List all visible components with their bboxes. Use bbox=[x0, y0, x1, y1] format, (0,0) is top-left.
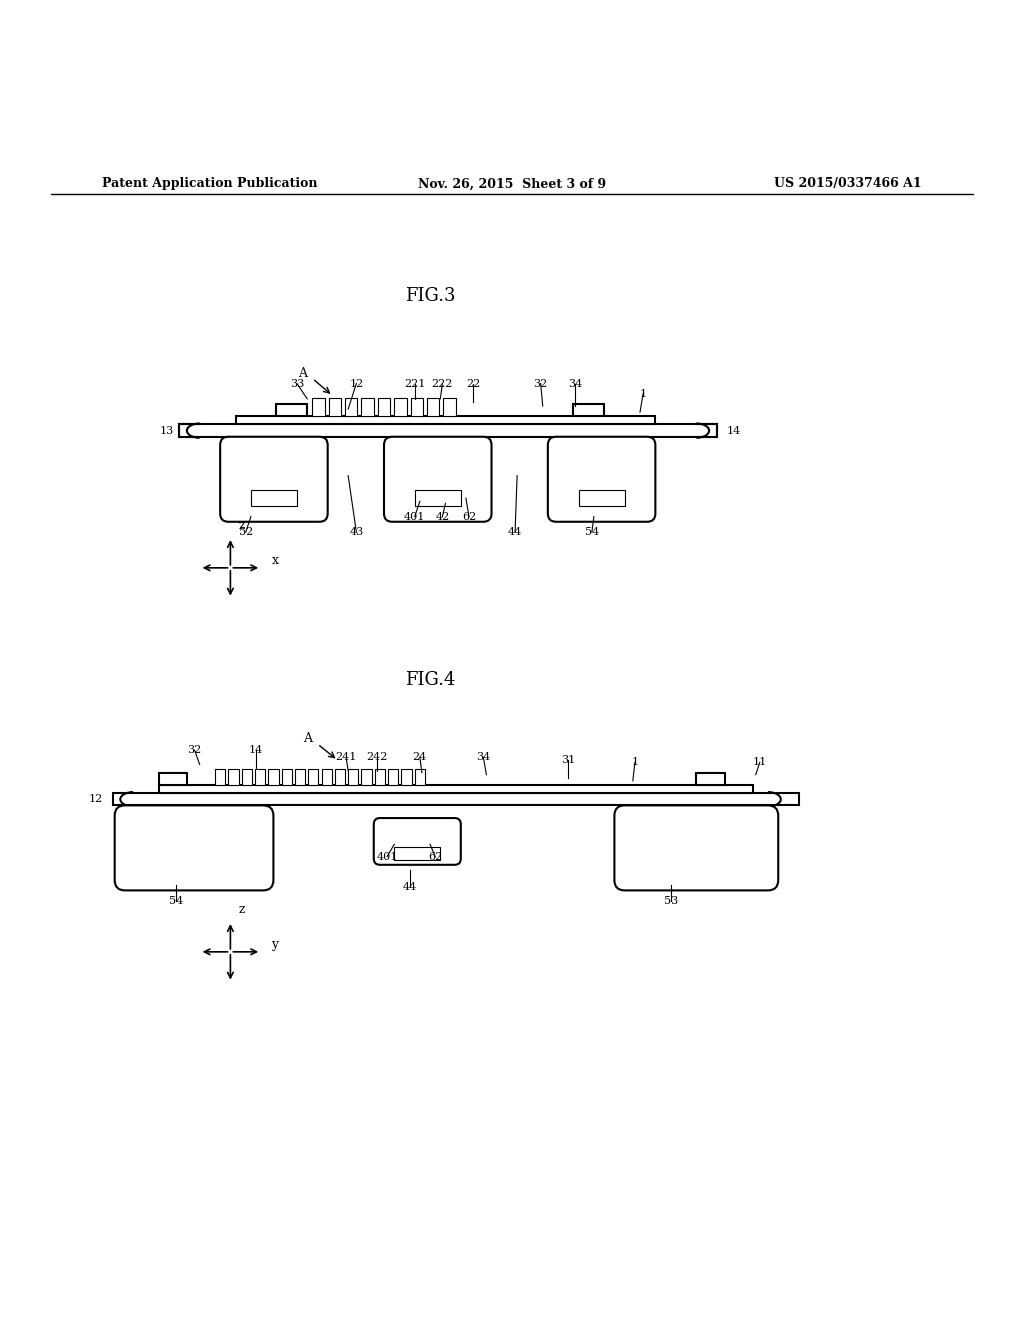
Text: 32: 32 bbox=[187, 744, 202, 755]
FancyBboxPatch shape bbox=[548, 437, 655, 521]
Bar bbox=[348, 768, 358, 785]
Text: 12: 12 bbox=[88, 795, 102, 804]
Bar bbox=[179, 425, 717, 437]
Bar bbox=[411, 397, 423, 416]
Text: 32: 32 bbox=[534, 379, 548, 388]
Text: FIG.3: FIG.3 bbox=[404, 288, 456, 305]
Text: 241: 241 bbox=[336, 752, 356, 762]
Text: 22: 22 bbox=[466, 379, 480, 388]
Bar bbox=[322, 768, 332, 785]
Bar bbox=[159, 772, 187, 785]
Bar bbox=[335, 768, 345, 785]
Text: 24: 24 bbox=[413, 752, 427, 762]
FancyBboxPatch shape bbox=[374, 818, 461, 865]
Bar bbox=[159, 785, 753, 793]
Bar bbox=[579, 490, 625, 507]
Text: 43: 43 bbox=[349, 527, 364, 537]
Bar bbox=[251, 490, 297, 507]
Bar bbox=[696, 772, 725, 785]
Bar bbox=[276, 404, 307, 416]
Bar bbox=[329, 397, 341, 416]
Bar bbox=[415, 490, 461, 507]
Text: Nov. 26, 2015  Sheet 3 of 9: Nov. 26, 2015 Sheet 3 of 9 bbox=[418, 177, 606, 190]
Bar bbox=[242, 768, 252, 785]
Bar bbox=[255, 768, 265, 785]
Bar bbox=[282, 768, 292, 785]
FancyBboxPatch shape bbox=[220, 437, 328, 521]
FancyBboxPatch shape bbox=[115, 805, 273, 891]
Text: 12: 12 bbox=[349, 379, 364, 388]
Bar bbox=[401, 768, 412, 785]
Bar bbox=[388, 768, 398, 785]
Text: 33: 33 bbox=[290, 379, 304, 388]
Bar bbox=[443, 397, 456, 416]
Bar bbox=[361, 768, 372, 785]
Text: 14: 14 bbox=[727, 425, 741, 436]
Text: 52: 52 bbox=[239, 527, 253, 537]
FancyBboxPatch shape bbox=[384, 437, 492, 521]
Text: 221: 221 bbox=[404, 379, 425, 388]
Text: A: A bbox=[303, 733, 311, 746]
Text: 222: 222 bbox=[432, 379, 453, 388]
Text: 53: 53 bbox=[664, 896, 678, 906]
Bar bbox=[113, 793, 799, 805]
Bar bbox=[295, 768, 305, 785]
Text: 44: 44 bbox=[402, 882, 417, 892]
Text: 44: 44 bbox=[508, 527, 522, 537]
Text: 34: 34 bbox=[476, 752, 490, 762]
Text: z: z bbox=[239, 903, 245, 916]
Bar bbox=[394, 397, 407, 416]
Bar bbox=[375, 768, 385, 785]
Text: z: z bbox=[239, 519, 245, 532]
Bar bbox=[236, 416, 655, 425]
Text: 14: 14 bbox=[249, 744, 263, 755]
Bar bbox=[361, 397, 374, 416]
Bar bbox=[345, 397, 357, 416]
Text: 54: 54 bbox=[169, 896, 183, 906]
Text: 42: 42 bbox=[435, 512, 450, 521]
Text: 401: 401 bbox=[377, 851, 397, 862]
Text: 54: 54 bbox=[585, 527, 599, 537]
Text: 242: 242 bbox=[367, 752, 387, 762]
Bar bbox=[415, 768, 425, 785]
Text: x: x bbox=[271, 554, 279, 566]
Bar bbox=[215, 768, 225, 785]
Bar bbox=[308, 768, 318, 785]
Text: Patent Application Publication: Patent Application Publication bbox=[102, 177, 317, 190]
Text: 31: 31 bbox=[561, 755, 575, 766]
Text: A: A bbox=[298, 367, 306, 380]
Bar bbox=[268, 768, 279, 785]
Text: 401: 401 bbox=[404, 512, 425, 521]
Bar bbox=[228, 768, 239, 785]
Text: US 2015/0337466 A1: US 2015/0337466 A1 bbox=[774, 177, 922, 190]
Text: 34: 34 bbox=[568, 379, 583, 388]
Bar bbox=[427, 397, 439, 416]
Text: 62: 62 bbox=[462, 512, 476, 521]
Text: 13: 13 bbox=[160, 425, 174, 436]
Bar bbox=[394, 847, 440, 859]
Bar bbox=[312, 397, 325, 416]
Text: 1: 1 bbox=[632, 758, 638, 767]
FancyBboxPatch shape bbox=[614, 805, 778, 891]
Text: 62: 62 bbox=[428, 851, 442, 862]
Bar bbox=[378, 397, 390, 416]
Text: y: y bbox=[271, 937, 279, 950]
Text: 1: 1 bbox=[640, 389, 646, 399]
Bar bbox=[573, 404, 604, 416]
Text: 11: 11 bbox=[753, 758, 767, 767]
Text: FIG.4: FIG.4 bbox=[404, 672, 456, 689]
